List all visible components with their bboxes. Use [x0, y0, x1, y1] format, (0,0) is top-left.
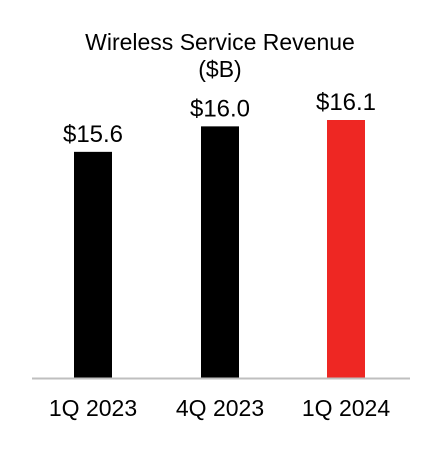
- data-label: $16.1: [316, 89, 376, 116]
- bar-1q-2024: [327, 120, 365, 378]
- chart-title: Wireless Service Revenue: [85, 29, 355, 55]
- bar-4q-2023: [201, 126, 239, 379]
- data-label: $16.0: [190, 95, 250, 122]
- bar-1q-2023: [74, 151, 112, 378]
- x-tick-label: 1Q 2023: [49, 395, 137, 421]
- x-tick-label: 1Q 2024: [302, 395, 390, 421]
- x-tick-label: 4Q 2023: [176, 395, 264, 421]
- data-label: $15.6: [63, 121, 123, 148]
- chart-subtitle: ($B): [198, 56, 242, 82]
